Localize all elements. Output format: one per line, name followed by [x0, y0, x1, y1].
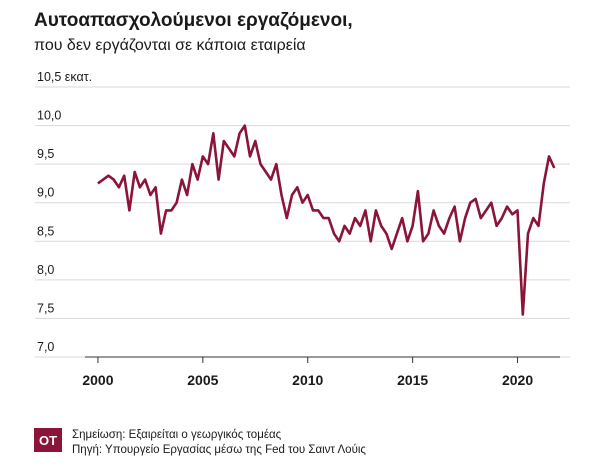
- x-tick-label: 2020: [502, 372, 533, 388]
- data-line: [97, 124, 556, 316]
- y-tick-label: 7,0: [37, 340, 54, 354]
- chart-subtitle: που δεν εργάζονται σε κάποια εταιρεία: [34, 37, 306, 54]
- x-tick-label: 2010: [292, 372, 323, 388]
- x-tick-label: 2000: [82, 372, 113, 388]
- y-tick-label: 9,5: [37, 147, 54, 161]
- y-tick-label: 8,0: [37, 263, 54, 277]
- y-tick-label: 10,5 εκατ.: [37, 70, 92, 84]
- x-tick-label: 2015: [397, 372, 428, 388]
- y-tick-label: 10,0: [37, 109, 61, 123]
- y-tick-label: 8,5: [37, 224, 54, 238]
- x-tick-label: 2005: [187, 372, 218, 388]
- y-tick-label: 9,0: [37, 186, 54, 200]
- logo: OT: [39, 433, 57, 448]
- logo-box: [34, 428, 62, 452]
- note: Σημείωση: Εξαιρείται ο γεωργικός τομέας: [72, 429, 282, 441]
- y-tick-label: 7,5: [37, 301, 54, 315]
- source: Πηγή: Υπουργείο Εργασίας μέσω της Fed το…: [72, 444, 366, 456]
- chart-title: Αυτοαπασχολούμενοι εργαζόμενοι,: [34, 10, 353, 31]
